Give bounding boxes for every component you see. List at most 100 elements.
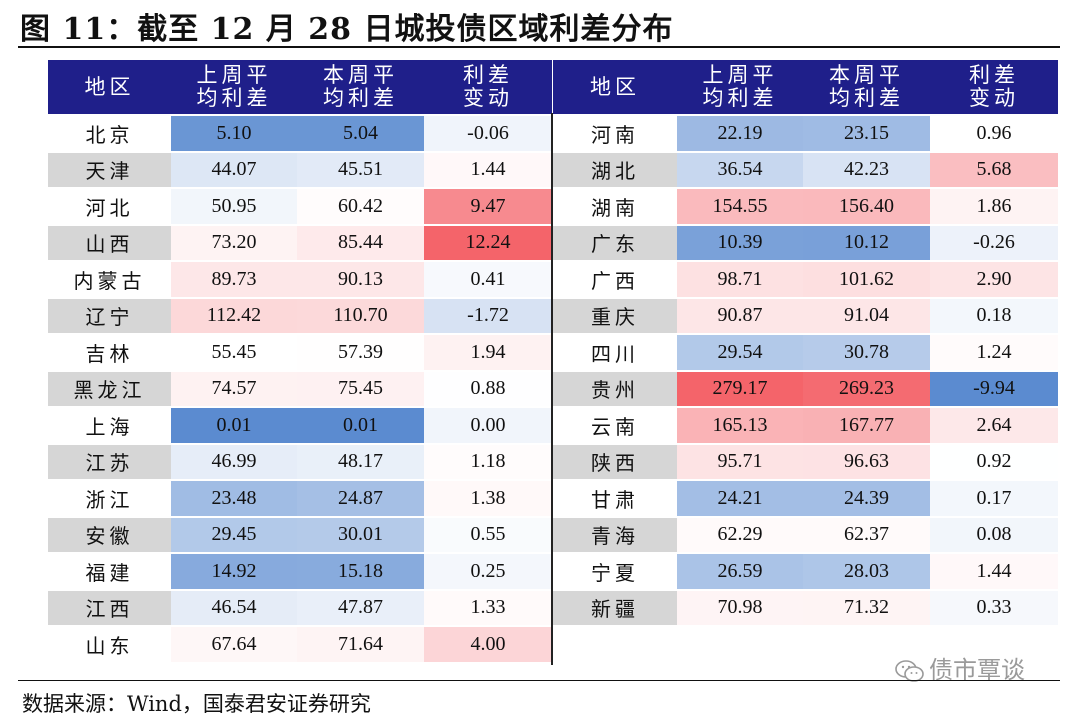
region-cell: 吉林 <box>85 341 134 366</box>
region-cell: 安徽 <box>48 517 171 552</box>
this-week-spread-cell: 62.37 <box>803 517 930 552</box>
region-cell: 山东 <box>85 633 134 658</box>
spread-change-cell: 1.18 <box>424 444 552 479</box>
last-week-spread-cell: 90.87 <box>677 298 803 333</box>
last-week-spread-cell: 70.98 <box>677 590 803 625</box>
table-row: 广东 10.39 10.12 -0.26 <box>553 225 1058 260</box>
table-row: 天津 44.07 45.51 1.44 <box>48 152 552 187</box>
this-week-spread-cell: 42.23 <box>803 152 930 187</box>
region-cell: 新疆 <box>553 590 677 625</box>
table-row: 新疆 70.98 71.32 0.33 <box>553 590 1058 625</box>
last-week-spread-cell: 67.64 <box>171 627 297 662</box>
header-region: 地区 <box>553 60 677 114</box>
last-week-spread-cell: 26.59 <box>677 554 803 589</box>
table-row: 江苏 46.99 48.17 1.18 <box>48 444 552 479</box>
spread-change-cell: 0.18 <box>930 298 1058 333</box>
region-cell: 浙江 <box>85 487 134 512</box>
this-week-spread-cell: 269.23 <box>803 371 930 406</box>
table-row: 湖北 36.54 42.23 5.68 <box>553 152 1058 187</box>
last-week-spread-cell: 50.95 <box>171 189 297 224</box>
region-cell: 云南 <box>591 414 639 439</box>
header-this-week: 本周平 均利差 <box>803 60 930 114</box>
spread-change-cell: 0.33 <box>930 590 1058 625</box>
this-week-spread-cell: 101.62 <box>803 262 930 297</box>
spread-change-cell: 4.00 <box>424 627 552 662</box>
region-cell: 四川 <box>591 341 639 366</box>
spread-change-cell: 0.55 <box>424 517 552 552</box>
last-week-spread-cell: 55.45 <box>171 335 297 370</box>
this-week-spread-cell: 85.44 <box>297 225 424 260</box>
table-row: 北京 5.10 5.04 -0.06 <box>48 116 552 151</box>
last-week-spread-cell: 10.39 <box>677 225 803 260</box>
this-week-spread-cell: 47.87 <box>297 590 424 625</box>
region-cell: 北京 <box>85 122 134 147</box>
last-week-spread-cell: 46.54 <box>171 590 297 625</box>
region-cell: 湖北 <box>553 152 677 187</box>
this-week-spread-cell: 71.32 <box>803 590 930 625</box>
this-week-spread-cell: 57.39 <box>297 335 424 370</box>
this-week-spread-cell: 48.17 <box>297 444 424 479</box>
this-week-spread-cell: 24.87 <box>297 481 424 516</box>
this-week-spread-cell: 45.51 <box>297 152 424 187</box>
source-note: 数据来源：Wind，国泰君安证券研究 <box>22 692 371 716</box>
table-row: 浙江 23.48 24.87 1.38 <box>48 481 552 516</box>
this-week-spread-cell: 90.13 <box>297 262 424 297</box>
watermark-text: 债市覃谈 <box>929 656 1025 684</box>
region-cell: 辽宁 <box>48 298 171 333</box>
title-rule <box>18 46 1060 48</box>
this-week-spread-cell: 110.70 <box>297 298 424 333</box>
table-row: 河北 50.95 60.42 9.47 <box>48 189 552 224</box>
table-row: 福建 14.92 15.18 0.25 <box>48 554 552 589</box>
this-week-spread-cell: 23.15 <box>803 116 930 151</box>
this-week-spread-cell: 60.42 <box>297 189 424 224</box>
spread-change-cell: 0.41 <box>424 262 552 297</box>
this-week-spread-cell: 91.04 <box>803 298 930 333</box>
spread-change-cell: 1.44 <box>930 554 1058 589</box>
this-week-spread-cell: 0.01 <box>297 408 424 443</box>
spread-change-cell: 0.08 <box>930 517 1058 552</box>
spread-change-cell: 0.96 <box>930 116 1058 151</box>
last-week-spread-cell: 36.54 <box>677 152 803 187</box>
last-week-spread-cell: 0.01 <box>171 408 297 443</box>
last-week-spread-cell: 44.07 <box>171 152 297 187</box>
table-header-row: 地区 上周平 均利差 本周平 均利差 利差 变动 <box>48 60 552 114</box>
region-cell: 重庆 <box>553 298 677 333</box>
table-row: 贵州 279.17 269.23 -9.94 <box>553 371 1058 406</box>
region-cell: 宁夏 <box>591 560 639 585</box>
spread-change-cell: 1.33 <box>424 590 552 625</box>
this-week-spread-cell: 75.45 <box>297 371 424 406</box>
region-cell: 上海 <box>85 414 134 439</box>
this-week-spread-cell: 156.40 <box>803 189 930 224</box>
spread-change-cell: -1.72 <box>424 298 552 333</box>
table-row: 四川 29.54 30.78 1.24 <box>553 335 1058 370</box>
header-last-week: 上周平 均利差 <box>677 60 803 114</box>
last-week-spread-cell: 279.17 <box>677 371 803 406</box>
spread-change-cell: 9.47 <box>424 189 552 224</box>
table-row: 河南 22.19 23.15 0.96 <box>553 116 1058 151</box>
table-row: 吉林 55.45 57.39 1.94 <box>48 335 552 370</box>
spread-change-cell: -9.94 <box>930 371 1058 406</box>
last-week-spread-cell: 62.29 <box>677 517 803 552</box>
region-cell: 河北 <box>85 195 134 220</box>
last-week-spread-cell: 95.71 <box>677 444 803 479</box>
last-week-spread-cell: 89.73 <box>171 262 297 297</box>
last-week-spread-cell: 112.42 <box>171 298 297 333</box>
this-week-spread-cell: 71.64 <box>297 627 424 662</box>
table-row: 云南 165.13 167.77 2.64 <box>553 408 1058 443</box>
region-cell: 广东 <box>553 225 677 260</box>
table-header-row: 地区 上周平 均利差 本周平 均利差 利差 变动 <box>553 60 1058 114</box>
table-row: 重庆 90.87 91.04 0.18 <box>553 298 1058 333</box>
last-week-spread-cell: 22.19 <box>677 116 803 151</box>
footer-rule <box>18 680 1060 681</box>
region-cell: 黑龙江 <box>48 371 171 406</box>
watermark: 债市覃谈 <box>895 650 1025 685</box>
spread-change-cell: 2.64 <box>930 408 1058 443</box>
region-cell: 江苏 <box>48 444 171 479</box>
this-week-spread-cell: 10.12 <box>803 225 930 260</box>
region-cell: 湖南 <box>591 195 639 220</box>
this-week-spread-cell: 28.03 <box>803 554 930 589</box>
spread-change-cell: 1.38 <box>424 481 552 516</box>
header-change: 利差 变动 <box>930 60 1058 114</box>
spread-change-cell: 0.88 <box>424 371 552 406</box>
region-cell: 山西 <box>48 225 171 260</box>
